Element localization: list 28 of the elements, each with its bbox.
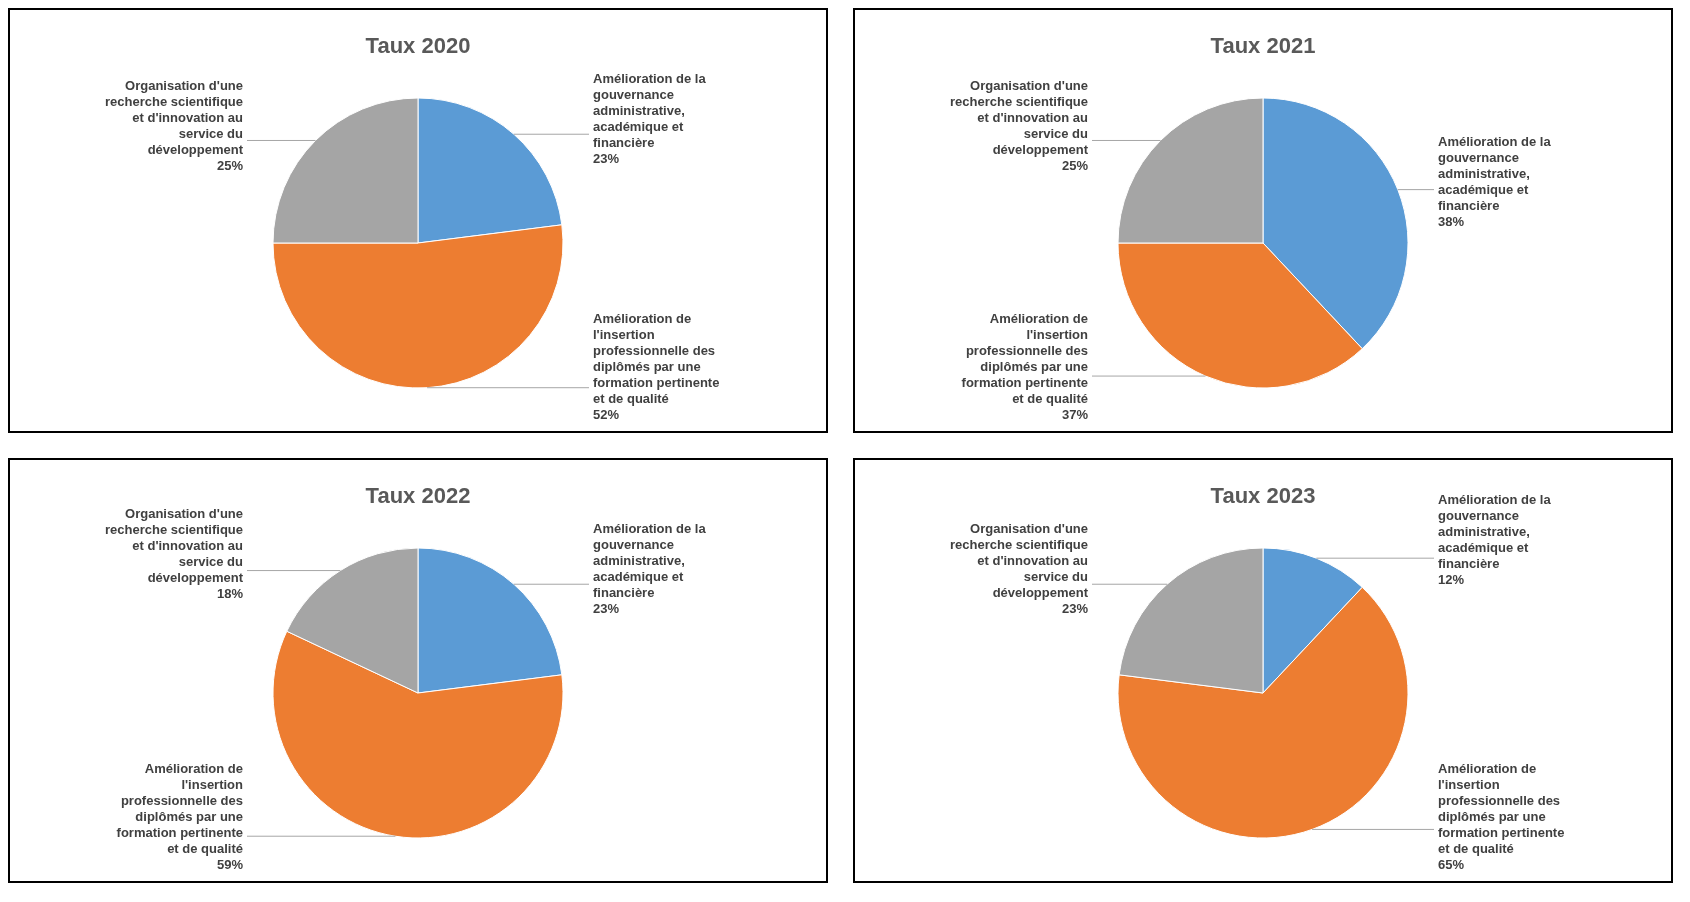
data-label: 37% [1061,407,1089,422]
chart-title: Taux 2020 [365,33,471,58]
slice-label: Amélioration de l'insertion professionnelle des diplômés par une formation pertinente et de qualité [593,311,720,406]
data-label: 23% [593,151,620,167]
data-label: 23% [1061,601,1089,617]
slice-label: Organisation d'une recherche scientifique et d'innovation au service du développement [105,78,244,158]
slice-label: Amélioration de la gouvernance administrative, académique et financière [1438,491,1552,571]
data-label: 23% [593,601,620,617]
slice-label: Amélioration de la gouvernance administrative, académique et financière [593,71,707,151]
data-label: 12% [1438,571,1465,587]
slice-label: Amélioration de l'insertion professionnelle des diplômés par une formation pertinente et de qualité [116,761,244,856]
slice-label: Amélioration de l'insertion professionnelle des diplômés par une formation pertinente et de qualité [961,311,1089,406]
chart-title: Taux 2023 [1210,483,1316,508]
slice-label: Amélioration de l'insertion professionnelle des diplômés par une formation pertinente et de qualité [1438,761,1565,856]
data-label: 65% [1438,857,1465,872]
slice-label: Organisation d'une recherche scientifique et d'innovation au service du développement [950,521,1089,601]
data-label: 52% [593,407,620,422]
data-label: 25% [1061,158,1089,174]
data-label: 38% [1438,214,1465,230]
chart-title: Taux 2022 [365,483,471,508]
slice-label: Organisation d'une recherche scientifique et d'innovation au service du développement [950,78,1089,158]
data-label: 18% [216,585,244,601]
slice-label: Amélioration de la gouvernance administrative, académique et financière [1438,134,1552,214]
data-label: 59% [216,857,244,872]
slice-label: Amélioration de la gouvernance administrative, académique et financière [593,521,707,601]
data-label: 25% [216,158,244,174]
slice-label: Organisation d'une recherche scientifique et d'innovation au service du développement [105,505,244,585]
chart-title: Taux 2021 [1210,33,1316,58]
